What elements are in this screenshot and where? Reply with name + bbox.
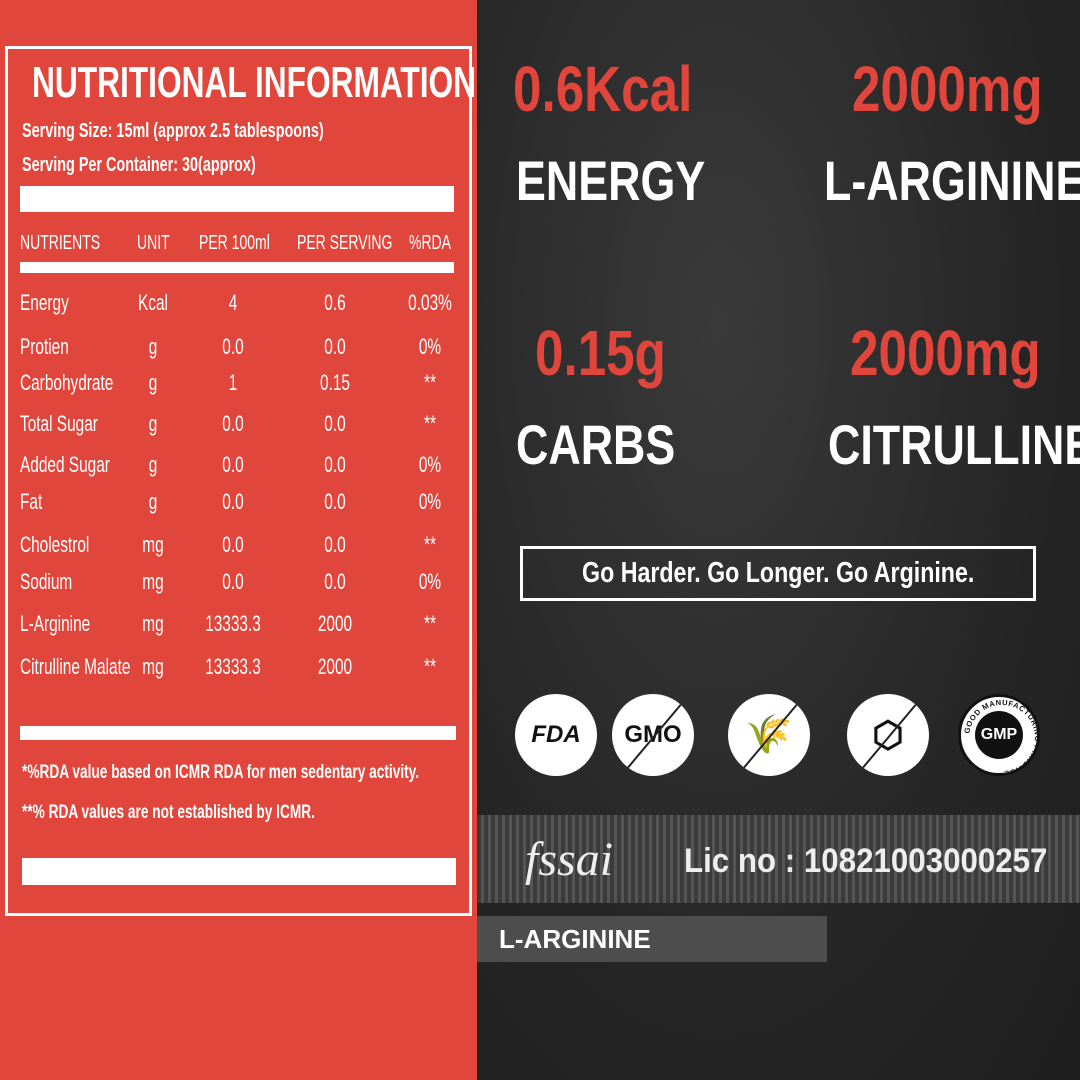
nutrition-frame <box>5 46 472 916</box>
license-number: Lic no : 10821003000257 <box>684 842 1048 880</box>
nutrient-name: Added Sugar <box>20 452 110 477</box>
nutrition-panel: NUTRITIONAL INFORMATION Serving Size: 15… <box>0 0 477 1080</box>
unit: mg <box>142 569 164 594</box>
unit: g <box>148 411 158 436</box>
per-100ml: 0.0 <box>222 334 244 359</box>
unit: mg <box>142 532 164 557</box>
per-serving: 0.0 <box>324 489 346 514</box>
tagline: Go Harder. Go Longer. Go Arginine. <box>581 557 975 589</box>
per-serving: 0.0 <box>324 532 346 557</box>
arginine-value: 2000mg <box>852 53 1043 125</box>
fssai-strip <box>477 815 1080 903</box>
citrulline-label: CITRULLINE <box>828 413 1080 476</box>
unit: mg <box>142 654 164 679</box>
nutrient-name: Carbohydrate <box>20 370 114 395</box>
servings-per-container: Serving Per Container: 30(approx) <box>22 154 256 176</box>
per-serving: 0.15 <box>320 370 350 395</box>
rda-note-2: **% RDA values are not established by IC… <box>22 802 315 823</box>
unit: Kcal <box>138 290 168 315</box>
header-rda: %RDA <box>409 232 452 254</box>
rda: 0.03% <box>408 290 452 315</box>
gmp-icon: GMP <box>975 711 1023 759</box>
per-100ml: 0.0 <box>222 411 244 436</box>
fda-icon: FDA <box>531 721 581 748</box>
per-serving: 0.6 <box>324 290 346 315</box>
divider <box>22 858 456 885</box>
divider <box>20 262 454 273</box>
carbs-value: 0.15g <box>535 317 666 389</box>
per-100ml: 0.0 <box>222 452 244 477</box>
per-serving: 2000 <box>317 654 353 679</box>
nutrient-name: Protien <box>20 334 69 359</box>
per-100ml: 1 <box>228 370 238 395</box>
product-name-bar: L-ARGININE <box>477 916 827 962</box>
per-serving: 2000 <box>317 611 353 636</box>
per-serving: 0.0 <box>324 411 346 436</box>
unit: g <box>148 334 158 359</box>
rda: ** <box>424 411 436 436</box>
citrulline-value: 2000mg <box>850 317 1041 389</box>
gluten-free-icon: 🌾 <box>728 694 810 776</box>
arginine-label: L-ARGININE <box>824 149 1080 212</box>
rda: ** <box>424 611 436 636</box>
energy-value: 0.6Kcal <box>513 53 693 125</box>
rda: ** <box>424 654 436 679</box>
unit: g <box>148 489 158 514</box>
per-100ml: 13333.3 <box>205 611 261 636</box>
per-serving: 0.0 <box>324 569 346 594</box>
rda: 0% <box>418 334 442 359</box>
product-name: L-ARGININE <box>499 924 651 954</box>
rda: 0% <box>418 569 442 594</box>
header-per100: PER 100ml <box>199 232 270 254</box>
non-gmo-badge: GMO <box>612 694 694 776</box>
header-nutrients: NUTRIENTS <box>20 232 101 254</box>
rda: ** <box>424 370 436 395</box>
rda: 0% <box>418 489 442 514</box>
unit: g <box>148 452 158 477</box>
rda: 0% <box>418 452 442 477</box>
nutrient-name: Total Sugar <box>20 411 98 436</box>
per-100ml: 4 <box>228 290 238 315</box>
nutrient-name: Fat <box>20 489 43 514</box>
energy-label: ENERGY <box>516 149 706 212</box>
fssai-logo: fssai <box>525 833 614 886</box>
carbs-label: CARBS <box>516 413 676 476</box>
unit: g <box>148 370 158 395</box>
nutrient-name: Citrulline Malate <box>20 654 131 679</box>
per-100ml: 0.0 <box>222 489 244 514</box>
divider <box>20 726 456 740</box>
unit: mg <box>142 611 164 636</box>
per-serving: 0.0 <box>324 334 346 359</box>
per-serving: 0.0 <box>324 452 346 477</box>
sugar-free-icon: ⬡ <box>847 694 929 776</box>
tagline-box: Go Harder. Go Longer. Go Arginine. <box>520 546 1036 601</box>
serving-size: Serving Size: 15ml (approx 2.5 tablespoo… <box>22 120 324 142</box>
header-perserving: PER SERVING <box>297 232 393 254</box>
nutrient-name: Cholestrol <box>20 532 90 557</box>
nutrient-name: Sodium <box>20 569 73 594</box>
per-100ml: 0.0 <box>222 532 244 557</box>
per-100ml: 0.0 <box>222 569 244 594</box>
header-unit: UNIT <box>137 232 170 254</box>
divider <box>20 186 454 212</box>
gmp-badge: GOOD MANUFACTURING PRACTICE GMP <box>958 694 1040 776</box>
fda-badge: FDA <box>515 694 597 776</box>
gmo-icon: GMO <box>624 721 682 748</box>
nutrient-name: Energy <box>20 290 69 315</box>
nutrition-title: NUTRITIONAL INFORMATION <box>32 58 477 107</box>
per-100ml: 13333.3 <box>205 654 261 679</box>
rda-note-1: *%RDA value based on ICMR RDA for men se… <box>22 762 420 783</box>
nutrient-name: L-Arginine <box>20 611 91 636</box>
rda: ** <box>424 532 436 557</box>
